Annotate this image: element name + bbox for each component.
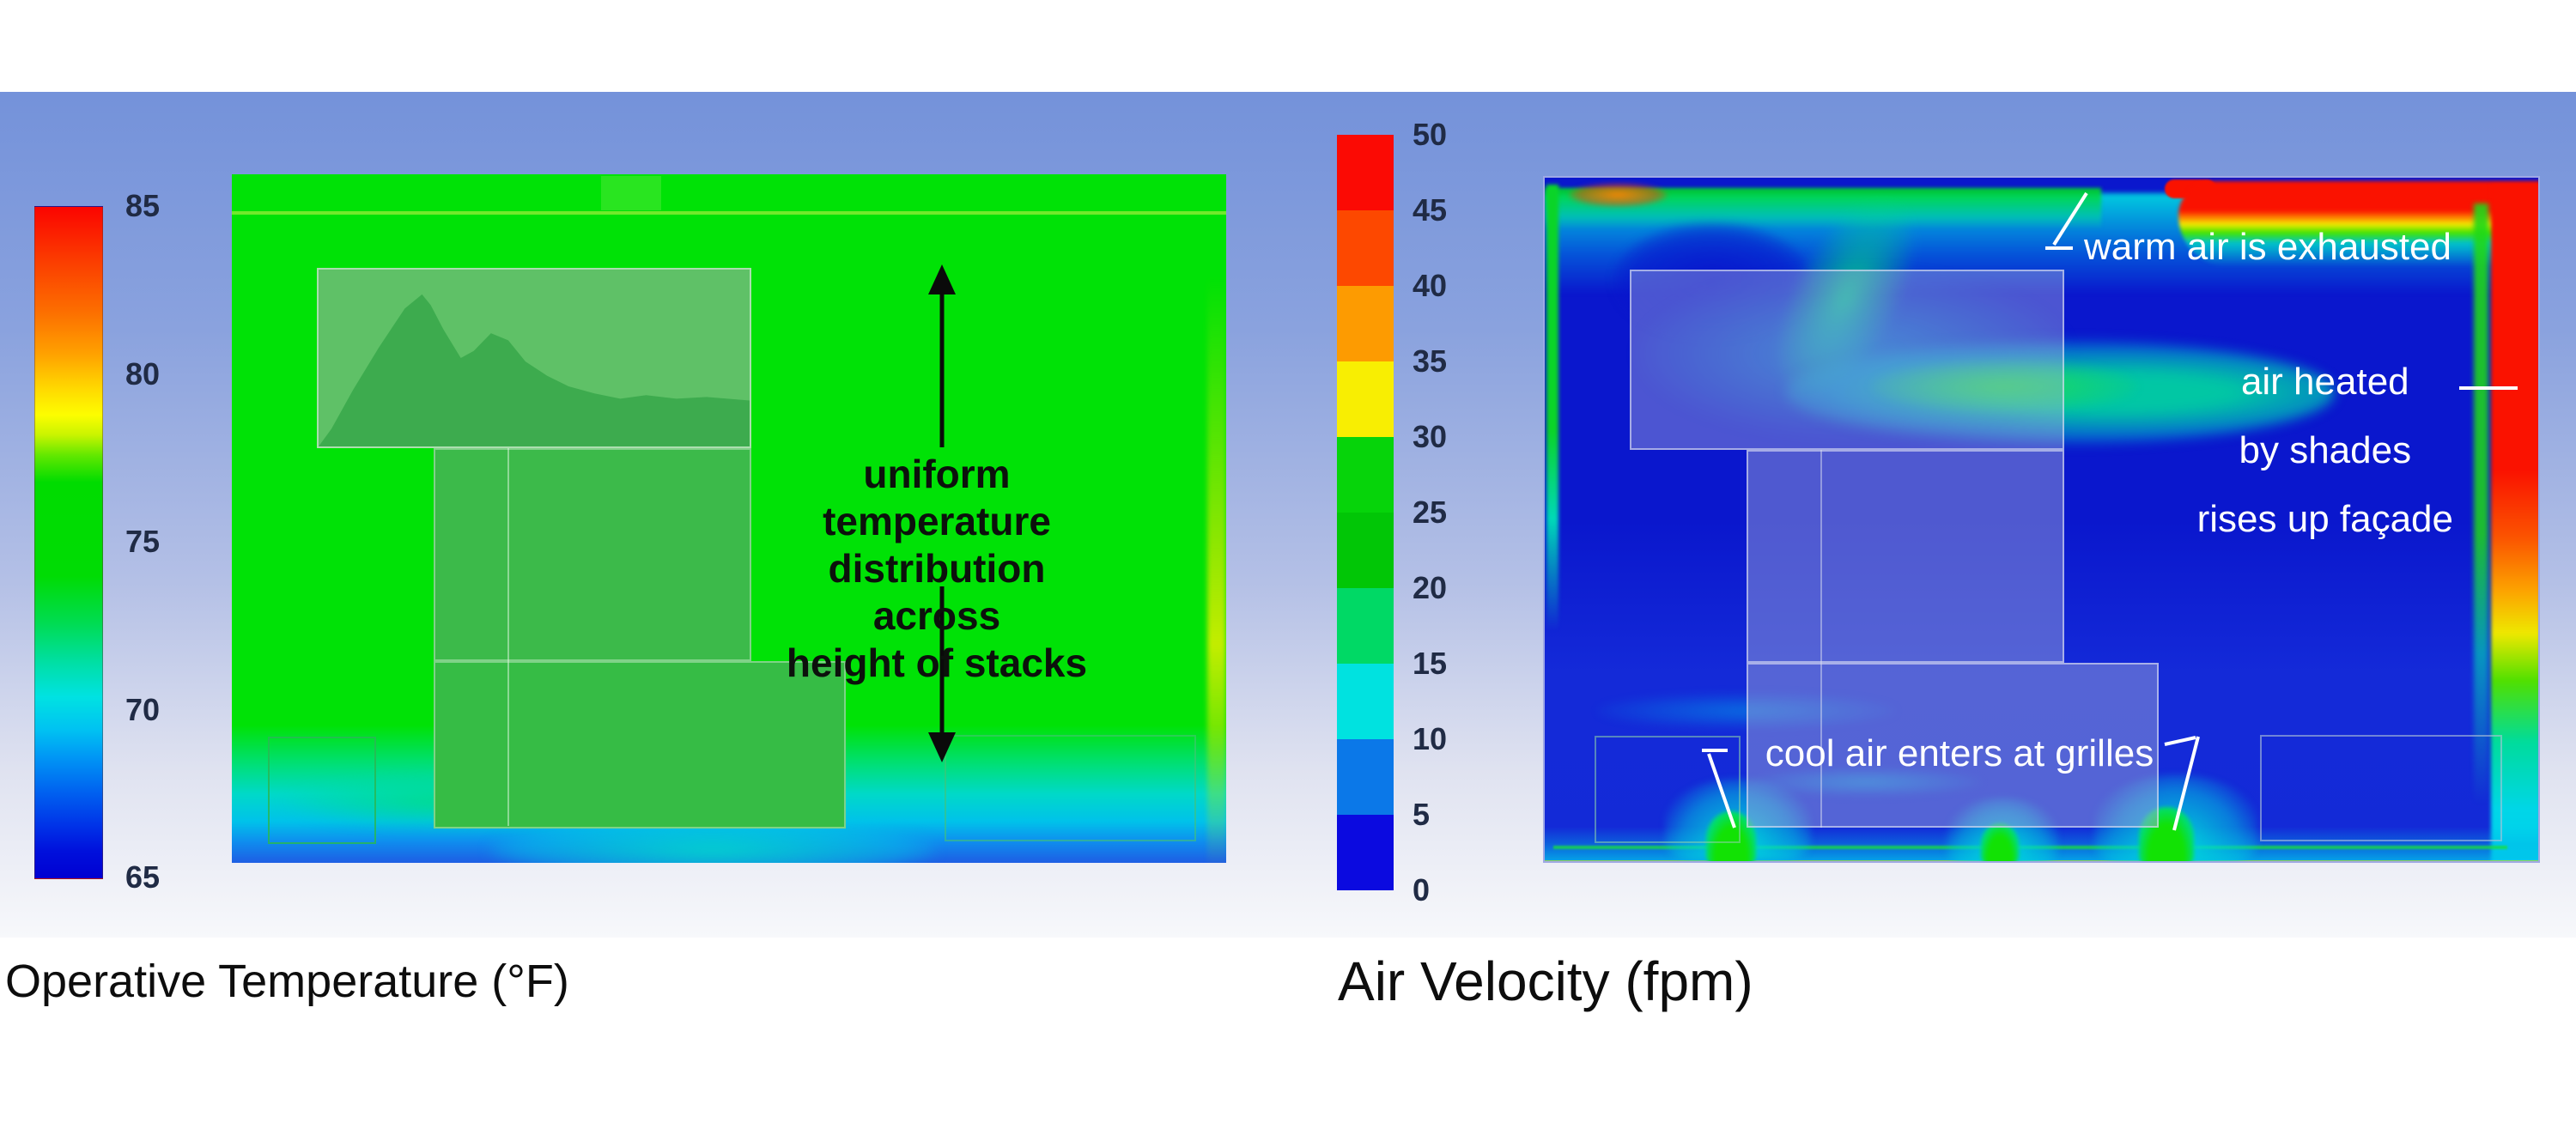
velocity-left-wall-stripe	[1546, 185, 1558, 631]
velocity-band-30-35	[1337, 361, 1394, 437]
temperature-tick-70: 70	[125, 692, 161, 727]
velocity-tick-30: 30	[1413, 419, 1448, 454]
exhaust-annotation: warm air is exhausted	[2084, 226, 2451, 268]
velocity-band-10-15	[1337, 664, 1394, 739]
stack-geometry-middle-box-velocity	[1747, 450, 2064, 663]
velocity-band-35-40	[1337, 286, 1394, 361]
annotation-line-3: height of stacks	[786, 640, 1088, 685]
annotation-line-2: distribution across	[828, 546, 1046, 638]
velocity-facade-green-stripe	[2474, 203, 2488, 804]
temperature-ceiling-line	[232, 211, 1226, 215]
temperature-warm-facade-sliver	[1207, 277, 1226, 863]
temperature-tick-65: 65	[125, 859, 161, 895]
heated-facade-annotation: air heated by shades rises up façade	[2197, 348, 2453, 554]
heated-line-3: rises up façade	[2196, 498, 2453, 540]
stack-geometry-middle-box	[434, 448, 751, 661]
velocity-facade-red-band	[2491, 185, 2538, 861]
double-arrow	[928, 264, 956, 762]
velocity-tick-45: 45	[1413, 192, 1448, 228]
velocity-band-45-50	[1337, 135, 1394, 210]
velocity-tick-20: 20	[1413, 570, 1448, 605]
uniform-temperature-annotation: uniform temperature distribution across …	[761, 451, 1113, 687]
velocity-tick-10: 10	[1413, 721, 1448, 756]
velocity-corner-hotspot	[1569, 183, 1668, 207]
temperature-tick-85: 85	[125, 188, 161, 223]
velocity-band-15-20	[1337, 588, 1394, 664]
grille-outline-left-velocity	[1595, 736, 1741, 843]
velocity-band-20-25	[1337, 513, 1394, 588]
stack-geometry-upper-box-velocity	[1630, 270, 2064, 450]
stack-divider-line	[507, 448, 509, 826]
velocity-band-25-30	[1337, 437, 1394, 513]
velocity-colorbar	[1337, 135, 1394, 890]
temperature-tick-80: 80	[125, 356, 161, 392]
annotation-line-1: uniform temperature	[823, 452, 1051, 543]
velocity-tick-35: 35	[1413, 343, 1448, 379]
grille-outline-left	[268, 737, 376, 844]
grilles-left-leader-diagonal	[1707, 753, 1736, 829]
grille-outline-right-velocity	[2260, 735, 2502, 841]
grilles-right-leader-diagonal	[2172, 736, 2200, 831]
stack-divider-line-velocity	[1820, 450, 1822, 828]
stack-geometry-upper-box	[317, 268, 751, 448]
grille-outline-right	[945, 735, 1196, 841]
velocity-tick-40: 40	[1413, 268, 1448, 303]
velocity-contour-plot: warm air is exhausted air heated by shad…	[1543, 176, 2540, 863]
temperature-tick-75: 75	[125, 524, 161, 559]
temperature-caption: Operative Temperature (°F)	[5, 956, 569, 1007]
stack-geometry-lower-box-velocity	[1747, 663, 2159, 828]
velocity-caption: Air Velocity (fpm)	[1338, 950, 1753, 1012]
velocity-band-5-10	[1337, 739, 1394, 815]
grilles-right-leader-tick	[2164, 736, 2196, 746]
velocity-tick-15: 15	[1413, 646, 1448, 681]
grille-jet-core-2	[1981, 823, 2019, 861]
temperature-contour-plot: uniform temperature distribution across …	[232, 174, 1226, 863]
velocity-mid-tongue-core	[1871, 360, 2137, 413]
velocity-band-40-45	[1337, 210, 1394, 286]
velocity-tick-25: 25	[1413, 495, 1448, 530]
temperature-roof-notch	[601, 176, 661, 210]
leader-lines	[1702, 191, 2518, 831]
heated-line-1: air heated	[2240, 361, 2409, 403]
velocity-tick-0: 0	[1413, 872, 1431, 907]
velocity-band-0-5	[1337, 815, 1394, 890]
exhaust-leader-diagonal	[2052, 191, 2088, 246]
velocity-tick-5: 5	[1413, 797, 1431, 832]
velocity-tick-50: 50	[1413, 117, 1448, 152]
grille-jet-core-3	[2139, 807, 2194, 861]
stack-geometry-lower-box	[434, 661, 846, 829]
grilles-annotation: cool air enters at grilles	[1765, 732, 2154, 774]
heated-line-2: by shades	[2239, 429, 2412, 471]
temperature-colorbar	[34, 206, 103, 879]
